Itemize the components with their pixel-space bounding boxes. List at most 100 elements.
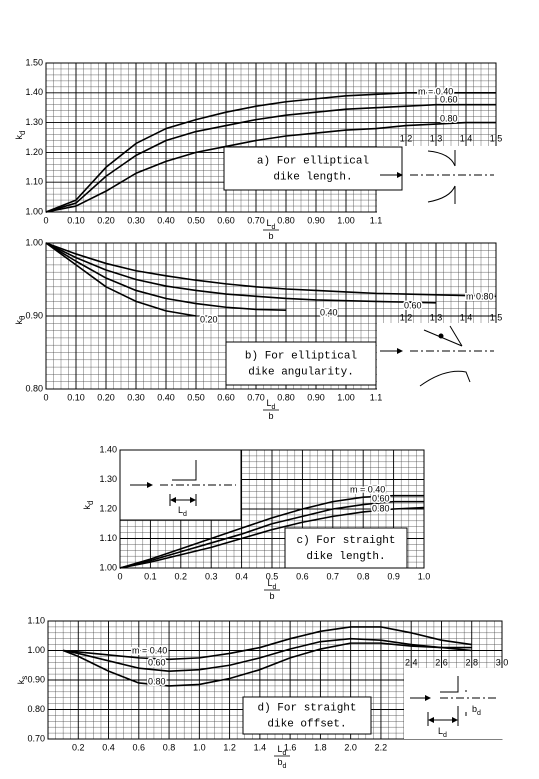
x-tick-label: 0.8: [357, 571, 370, 581]
y-tick-label: 1.10: [99, 533, 117, 543]
y-tick-label: 1.00: [99, 562, 117, 572]
x-tick-label: 0.70: [247, 215, 265, 225]
y-tick-label: 1.50: [25, 57, 43, 67]
series-label: 0.60: [372, 493, 390, 503]
y-axis-label-main: k: [16, 679, 26, 684]
curve: [45, 242, 287, 311]
x-tick-label: 0.4: [102, 742, 115, 752]
dike-shape: [427, 150, 456, 204]
x-tick-label: 0.6: [296, 571, 309, 581]
annotation: dike angularity.: [248, 366, 354, 378]
x-tick-label: 0.90: [307, 215, 325, 225]
x-tick-label: 1.1: [370, 215, 383, 225]
x-tick-label: 0.40: [157, 215, 175, 225]
inset-label: bd: [472, 704, 481, 716]
x-tick-label: 0.7: [327, 571, 340, 581]
y-tick-label: 1.10: [25, 177, 43, 187]
x-tick-label: 0.6: [133, 742, 146, 752]
x-tick-label: 1.1: [370, 392, 383, 402]
x-axis-label-numerator: Ld: [267, 398, 276, 410]
annotation: c) For straight: [296, 535, 395, 547]
annotation: dike length.: [306, 551, 385, 563]
x-tick-label: 0.80: [277, 392, 295, 402]
x-tick-label: 0.8: [163, 742, 176, 752]
x-tick-label: 1.0: [418, 571, 431, 581]
x-tick-label: 2.8: [465, 657, 478, 667]
x-tick-label: 2.2: [375, 742, 388, 752]
curve: [119, 506, 425, 569]
y-tick-label: 1.30: [25, 117, 43, 127]
annotation: dike offset.: [267, 718, 346, 730]
y-tick-label: 1.20: [99, 503, 117, 513]
y-axis-label: kθ: [14, 315, 27, 325]
x-tick-label: 1.4: [254, 742, 267, 752]
x-axis-label-num-sub: d: [272, 404, 276, 411]
plot-frame: [45, 242, 497, 390]
x-tick-label: 0.30: [127, 392, 145, 402]
y-axis-label-sub: d: [86, 501, 95, 505]
x-tick-label: 1.00: [337, 392, 355, 402]
angle-mark: [438, 333, 444, 339]
x-tick-label: 1.00: [337, 215, 355, 225]
inset-label: Ld: [438, 726, 447, 738]
curve: [62, 637, 472, 672]
annotation: d) For straight: [257, 702, 356, 714]
y-tick-label: 1.00: [27, 645, 45, 655]
curve: [45, 242, 437, 304]
inset-label: Ld: [178, 505, 187, 517]
y-tick-label: 0.80: [25, 383, 43, 393]
inset-label-main: L: [438, 726, 443, 736]
x-axis-label-num-main: L: [278, 744, 283, 754]
annotation: dike length.: [273, 171, 352, 183]
x-tick-label: 0.50: [187, 392, 205, 402]
y-axis-label-sub: d: [18, 131, 27, 135]
inset-label-sub: d: [183, 511, 187, 518]
inset-area: [404, 668, 503, 739]
series-label: 0.20: [200, 314, 218, 324]
y-tick-label: 1.20: [25, 147, 43, 157]
y-axis-label: kd: [14, 131, 27, 140]
x-tick-label: 0.2: [72, 742, 85, 752]
x-tick-label: 2.0: [344, 742, 357, 752]
series-label: m = 0.40: [418, 86, 453, 96]
x-axis-label-denominator: b: [269, 591, 274, 601]
inset-area: [377, 323, 500, 390]
y-axis-label-sub: s: [20, 676, 29, 680]
x-axis-label-den-main: b: [268, 411, 273, 421]
x-axis-label-numerator: Ld: [278, 744, 287, 756]
y-tick-label: 1.40: [99, 444, 117, 454]
x-tick-label: 0.9: [387, 571, 400, 581]
x-tick-label: 1.2: [223, 742, 236, 752]
x-tick-label: 1.0: [193, 742, 206, 752]
x-tick-label: 0.20: [97, 392, 115, 402]
y-tick-label: 1.30: [99, 474, 117, 484]
x-tick-label: 1.3: [430, 312, 443, 322]
curve: [62, 642, 472, 687]
x-tick-label: 0.60: [217, 392, 235, 402]
curve: [63, 626, 472, 661]
x-axis-label-denominator: b: [268, 231, 273, 241]
series-label: 0.40: [320, 307, 338, 317]
x-axis-label-numerator: Ld: [268, 578, 277, 590]
x-axis-label-denominator: b: [268, 411, 273, 421]
inset-label-main: L: [178, 505, 183, 515]
x-axis-label-den-main: b: [269, 591, 274, 601]
x-tick-label: 0: [43, 392, 48, 402]
x-axis-label-denominator: bd: [278, 757, 287, 769]
series-label: 0.80: [372, 503, 390, 513]
x-tick-label: 2.6: [435, 657, 448, 667]
x-tick-label: 0.10: [67, 215, 85, 225]
x-tick-label: 0.80: [277, 215, 295, 225]
series-label: 0.60: [404, 300, 422, 310]
x-axis-label-num-sub: d: [273, 584, 277, 591]
x-tick-label: 3.0: [496, 657, 509, 667]
series-label: 0.60: [440, 94, 458, 104]
x-tick-label: 1.8: [314, 742, 327, 752]
series-label: 0.60: [148, 657, 166, 667]
y-axis-label-sub: θ: [18, 315, 27, 320]
x-axis-label-den-sub: d: [283, 763, 287, 770]
x-tick-label: 0.10: [67, 392, 85, 402]
curve: [45, 92, 496, 213]
x-tick-label: 0.90: [307, 392, 325, 402]
curve: [119, 494, 424, 569]
